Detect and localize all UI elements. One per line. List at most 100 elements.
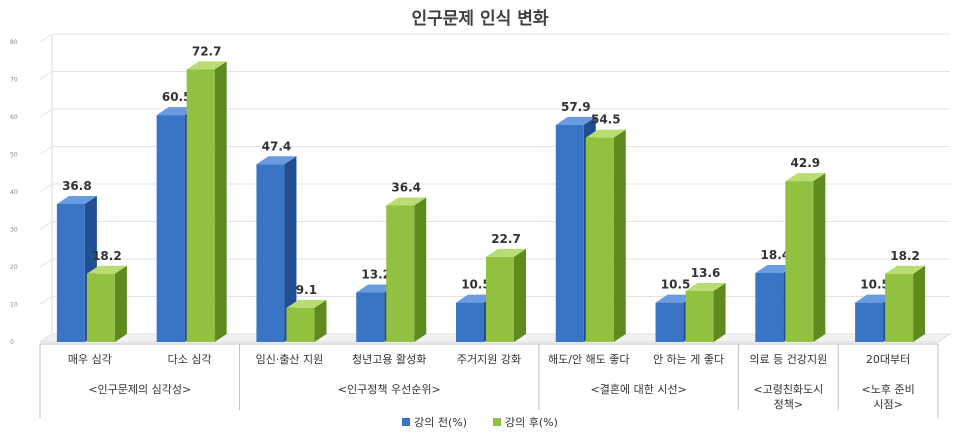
bar-s1-c0	[86, 273, 115, 342]
data-label-s0-c4: 10.5	[461, 278, 491, 292]
bar-top-s0-c5	[555, 116, 596, 125]
bar-side-s1-c8	[913, 265, 926, 342]
bar-side-s1-c6	[713, 283, 726, 342]
bar-top-s0-c0	[56, 196, 97, 204]
legend-item-before: 강의 전(%)	[402, 414, 467, 430]
bar-s0-c0	[56, 204, 85, 342]
x-tick-label-8: 20대부터	[866, 353, 910, 366]
bar-top-s0-c2	[256, 156, 297, 165]
data-label-s1-c5: 54.5	[591, 113, 621, 127]
bar-s1-c3	[386, 205, 415, 342]
legend-swatch-after	[493, 418, 501, 426]
bar-side-s1-c1	[214, 61, 227, 342]
data-label-s1-c2: 9.1	[296, 283, 317, 297]
gridline-side-4	[39, 183, 53, 193]
bar-side-s1-c4	[514, 248, 526, 342]
x-tick-label-1: 다소 심각	[168, 353, 212, 366]
x-tick-label-0: 매우 심각	[68, 353, 112, 366]
y-tick-label-7: 70	[10, 77, 18, 84]
bar-s1-c4	[486, 256, 514, 342]
bar-top-s1-c5	[585, 129, 626, 138]
data-label-s1-c0: 18.2	[92, 249, 122, 263]
x-tick-label-3: 청년고용 활성화	[352, 352, 426, 366]
bar-side-s1-c0	[114, 265, 127, 342]
bar-top-s1-c4	[486, 248, 526, 257]
group-label-0-0: <인구문제의 심각성>	[88, 383, 191, 396]
bar-top-s1-c1	[186, 61, 227, 70]
bar-top-s1-c8	[885, 265, 926, 274]
group-label-3-0: <고령친화도시	[753, 383, 823, 396]
y-tick-label-4: 40	[10, 189, 18, 196]
bar-s0-c7	[755, 273, 784, 342]
legend: 강의 전(%) 강의 후(%)	[0, 414, 960, 430]
data-label-s0-c0: 36.8	[62, 179, 92, 193]
data-label-s0-c3: 13.2	[361, 268, 391, 282]
data-label-s1-c8: 18.2	[890, 249, 920, 263]
legend-label-before: 강의 전(%)	[414, 416, 467, 429]
x-tick-label-6: 안 하는 게 좋다	[653, 352, 724, 366]
bar-side-s1-c3	[414, 197, 427, 342]
legend-label-after: 강의 후(%)	[505, 416, 558, 429]
group-label-2-0: <결혼에 대한 시선>	[591, 383, 687, 396]
bar-s1-c7	[785, 181, 814, 342]
bar-side-s1-c5	[613, 129, 626, 342]
y-tick-label-0: 0	[10, 339, 14, 346]
bar-s0-c1	[156, 115, 185, 342]
data-label-s0-c2: 47.4	[262, 139, 292, 153]
gridline-side-7	[39, 71, 53, 80]
bar-s0-c5	[555, 124, 584, 342]
gridline-side-8	[39, 33, 53, 43]
data-label-s1-c4: 22.7	[491, 232, 521, 246]
bar-top-s1-c6	[685, 283, 726, 291]
group-label-4-1: 시점>	[873, 398, 902, 411]
data-label-s1-c7: 42.9	[791, 156, 821, 170]
data-label-s1-c6: 13.6	[691, 266, 721, 280]
bar-s1-c6	[685, 291, 714, 342]
bar-side-s0-c2	[284, 156, 297, 342]
bar-s1-c8	[885, 273, 914, 342]
y-tick-label-2: 20	[10, 264, 18, 271]
y-tick-label-6: 60	[10, 114, 18, 121]
data-label-s0-c8: 10.5	[860, 278, 890, 292]
data-label-s1-c3: 36.4	[391, 181, 421, 195]
bar-s0-c6	[655, 302, 684, 342]
bar-s1-c1	[186, 69, 215, 342]
gridline-side-0	[39, 333, 53, 343]
legend-item-after: 강의 후(%)	[493, 414, 558, 430]
x-tick-label-4: 주거지원 강화	[457, 353, 521, 366]
data-label-s0-c6: 10.5	[661, 278, 691, 292]
y-tick-label-3: 30	[10, 227, 18, 234]
data-label-s0-c7: 18.4	[761, 248, 791, 262]
x-tick-label-5: 해도/안 해도 좋다	[548, 352, 630, 366]
bar-top-s1-c0	[86, 265, 127, 274]
bar-top-s1-c3	[386, 197, 427, 206]
bar-top-s1-c7	[785, 173, 826, 182]
chart-title: 인구문제 인식 변화	[411, 9, 549, 29]
y-tick-label-1: 10	[10, 302, 18, 309]
bar-s0-c8	[855, 302, 884, 342]
gridline-side-5	[39, 146, 53, 155]
data-label-s0-c5: 57.9	[561, 100, 591, 114]
data-label-s0-c1: 60.5	[162, 90, 192, 104]
bar-s0-c3	[356, 292, 385, 342]
gridline-side-6	[39, 108, 53, 118]
gridline-side-3	[39, 221, 53, 230]
bar-s1-c5	[585, 137, 614, 342]
group-label-4-0: <노후 준비	[862, 383, 915, 396]
x-tick-label-2: 임신·출산 지원	[256, 353, 324, 366]
legend-swatch-before	[402, 418, 411, 426]
y-tick-label-8: 80	[10, 39, 18, 46]
group-label-3-1: 정책>	[774, 398, 803, 411]
bar-side-s1-c2	[314, 299, 327, 342]
gridline-side-2	[39, 258, 53, 268]
gridline-side-1	[39, 296, 53, 305]
bar-s0-c4	[456, 302, 484, 342]
bar-s1-c2	[286, 307, 315, 342]
bar-top-s1-c2	[286, 299, 327, 308]
y-tick-label-5: 50	[10, 152, 18, 159]
bar-s0-c2	[256, 164, 285, 342]
data-label-s1-c1: 72.7	[192, 44, 222, 58]
group-label-1-0: <인구정책 우선순위>	[338, 383, 441, 396]
